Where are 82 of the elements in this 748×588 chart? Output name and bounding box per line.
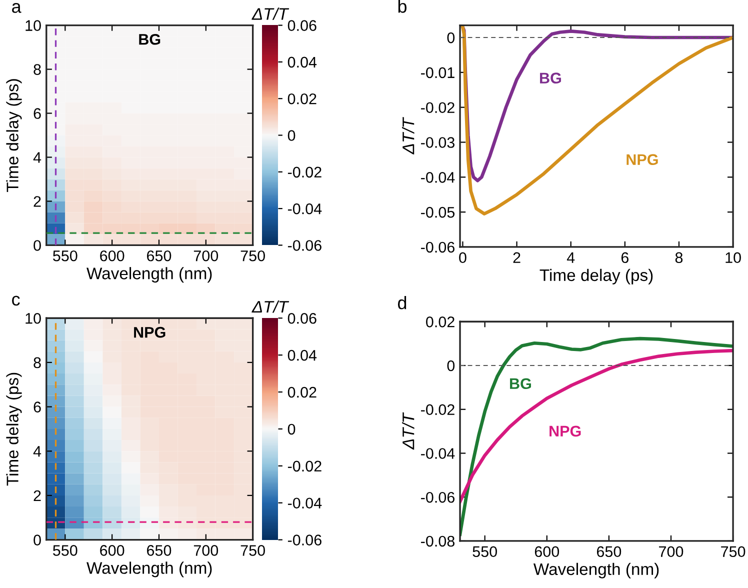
x-tick-label: 750 xyxy=(240,250,265,262)
y-tick-label: -0.01 xyxy=(421,67,454,78)
text: a xyxy=(12,3,22,13)
text: NPG xyxy=(626,154,658,165)
y-tick-label: -0.06 xyxy=(421,242,454,253)
y-tick-label: 8 xyxy=(34,357,41,368)
color-bar-label: -0.02 xyxy=(288,460,322,472)
color-bar-label: 0.04 xyxy=(288,350,317,361)
color-bar-title: ΔT/T xyxy=(252,300,290,313)
y-tick-label: 0.02 xyxy=(426,316,454,328)
color-bar-label: 0.06 xyxy=(288,20,316,31)
color-bar-label: -0.04 xyxy=(288,498,322,509)
y-tick-label: 8 xyxy=(34,64,41,75)
y-tick-label: -0.08 xyxy=(421,536,454,547)
x-tick-label: 4 xyxy=(566,252,575,263)
text: d xyxy=(398,296,406,310)
y-tick-label: 10 xyxy=(26,312,41,324)
text: c xyxy=(12,296,20,306)
y-tick-label: 2 xyxy=(34,490,41,501)
x-axis-title: Wavelength (nm) xyxy=(86,267,212,283)
y-axis-title: Time delay (ps) xyxy=(6,79,22,192)
color-bar-label: 0.02 xyxy=(288,386,316,398)
x-tick-label: 600 xyxy=(100,250,124,262)
y-tick-label: 6 xyxy=(34,108,41,119)
y-axis-title: ΔT/T xyxy=(402,412,414,450)
color-bar-label: -0.06 xyxy=(288,240,322,251)
x-tick-label: 700 xyxy=(659,546,684,558)
x-tick-label: 650 xyxy=(147,250,172,262)
line-series xyxy=(460,348,734,504)
x-tick-label: 700 xyxy=(194,250,218,262)
y-tick-label: 0 xyxy=(447,32,455,44)
x-tick-label: 550 xyxy=(53,250,78,262)
y-axis-title: Time delay (ps) xyxy=(6,372,22,486)
y-tick-label: 10 xyxy=(26,20,41,31)
y-tick-label: -0.03 xyxy=(421,137,454,148)
color-bar-label: 0 xyxy=(288,424,296,435)
series-label: BG xyxy=(510,378,531,390)
x-tick-label: 6 xyxy=(621,252,628,264)
y-tick-label: 0 xyxy=(447,360,455,372)
x-tick-label: 700 xyxy=(194,545,218,556)
y-tick-label: -0.05 xyxy=(421,206,455,218)
y-tick-label: -0.04 xyxy=(421,448,455,459)
y-tick-label: 2 xyxy=(34,196,41,207)
y-tick-label: -0.02 xyxy=(421,102,454,114)
y-tick-label: -0.04 xyxy=(421,172,455,183)
y-tick-label: -0.02 xyxy=(421,404,454,416)
x-tick-label: 600 xyxy=(100,545,124,556)
y-tick-label: 0 xyxy=(34,534,41,546)
x-tick-label: 10 xyxy=(726,252,741,264)
x-tick-label: 750 xyxy=(240,545,265,556)
line-series xyxy=(460,336,734,536)
text: b xyxy=(398,0,407,13)
color-bar-label: 0.02 xyxy=(288,93,316,104)
y-tick-label: 0 xyxy=(34,240,41,251)
color-bar-label: -0.06 xyxy=(288,534,322,546)
chart-title: NPG xyxy=(134,326,166,338)
x-tick-label: 2 xyxy=(513,252,520,263)
y-tick-label: 6 xyxy=(34,402,41,412)
x-tick-label: 650 xyxy=(596,546,622,558)
y-tick-label: -0.06 xyxy=(421,492,454,503)
chart-title: BG xyxy=(139,34,160,45)
color-bar-label: 0.04 xyxy=(288,56,317,68)
x-tick-label: 750 xyxy=(721,546,746,558)
x-tick-label: 550 xyxy=(472,546,497,558)
x-axis-title: Time delay (ps) xyxy=(540,268,653,284)
x-axis-title: Wavelength (nm) xyxy=(533,562,659,578)
x-tick-label: 550 xyxy=(53,545,78,556)
x-tick-label: 650 xyxy=(147,545,172,556)
color-bar-label: 0 xyxy=(288,130,296,141)
x-tick-label: 600 xyxy=(534,546,560,558)
color-bar-label: -0.04 xyxy=(288,203,322,214)
y-axis-title: ΔT/T xyxy=(402,117,414,155)
color-bar-title: ΔT/T xyxy=(252,8,290,20)
x-tick-label: 8 xyxy=(675,252,683,264)
color-bar-label: -0.02 xyxy=(288,166,322,178)
color-bar-label: 0.06 xyxy=(288,312,316,324)
y-tick-label: 4 xyxy=(33,152,42,163)
x-tick-label: 0 xyxy=(459,252,466,264)
series-label: NPG xyxy=(550,426,581,437)
series-label: BG xyxy=(540,72,561,84)
y-tick-label: 4 xyxy=(33,446,42,457)
x-axis-title: Wavelength (nm) xyxy=(86,562,212,578)
